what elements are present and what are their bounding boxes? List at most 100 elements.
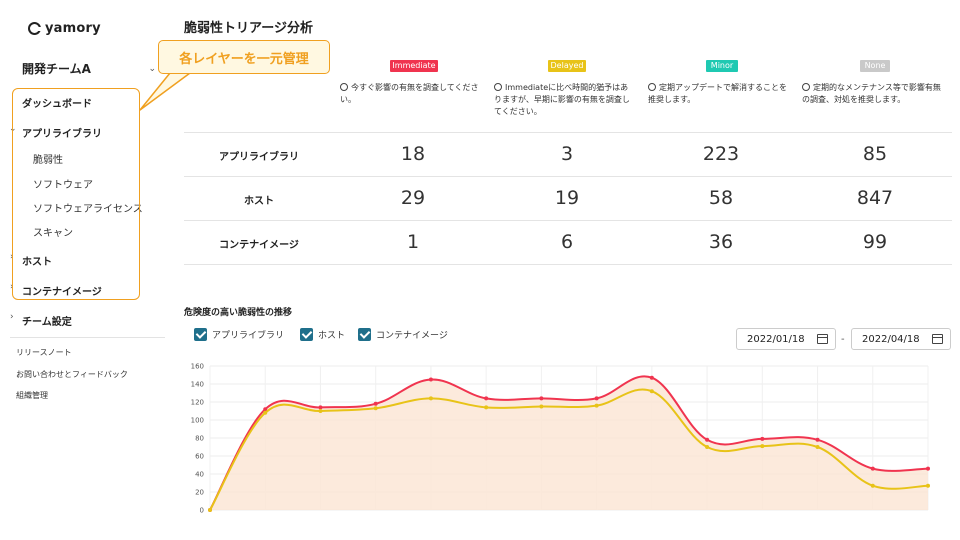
table-cell[interactable]: 223 <box>702 143 740 165</box>
table-divider <box>184 132 952 133</box>
org-management-link[interactable]: 組織管理 <box>16 391 48 400</box>
badge-delayed: Delayed <box>548 60 586 72</box>
clock-icon <box>340 83 348 91</box>
chevron-right-icon[interactable]: › <box>10 282 14 292</box>
release-notes-link[interactable]: リリースノート <box>16 348 72 357</box>
table-cell[interactable]: 85 <box>862 143 888 165</box>
y-tick-label: 20 <box>195 489 204 497</box>
trend-chart: 0 20 40 60 80 100 120 140 160 <box>191 363 930 515</box>
checkbox-icon[interactable] <box>358 328 371 341</box>
badge-minor: Minor <box>706 60 738 72</box>
data-point <box>318 409 323 413</box>
row-label-container-image: コンテナイメージ <box>219 240 299 251</box>
feedback-link[interactable]: お問い合わせとフィードバック <box>16 370 128 379</box>
y-tick-label: 140 <box>191 381 204 389</box>
data-point <box>760 444 765 449</box>
table-divider <box>184 176 952 177</box>
data-point <box>705 445 710 449</box>
y-tick-label: 100 <box>191 417 204 425</box>
y-tick-label: 160 <box>191 363 204 371</box>
row-label-app-library: アプリライブラリ <box>219 152 299 163</box>
sidebar-item-vulnerabilities[interactable]: 脆弱性 <box>33 155 63 166</box>
legend-label: コンテナイメージ <box>376 331 448 341</box>
desc-minor: 定期アップデートで解消することを推奨します。 <box>648 83 787 104</box>
y-tick-label: 40 <box>195 471 204 479</box>
desc-delayed: Immediateに比べ時間的猶予はありますが、早期に影響の有無を調査してくださ… <box>494 83 630 116</box>
data-point <box>263 407 268 412</box>
data-point <box>760 436 765 441</box>
data-point <box>594 403 599 408</box>
logo-icon <box>28 22 41 35</box>
data-point <box>539 396 544 401</box>
callout-label: 各レイヤーを一元管理 <box>158 40 330 74</box>
date-from-input[interactable]: 2022/01/18 <box>736 328 836 350</box>
badge-none: None <box>860 60 890 72</box>
legend-app-library[interactable]: アプリライブラリ <box>194 328 284 341</box>
checkbox-icon[interactable] <box>300 328 313 341</box>
sidebar-item-software[interactable]: ソフトウェア <box>33 180 93 191</box>
table-cell[interactable]: 847 <box>856 187 894 209</box>
data-point <box>484 396 489 401</box>
checkbox-icon[interactable] <box>194 328 207 341</box>
data-point <box>870 466 875 471</box>
chevron-right-icon[interactable]: › <box>10 252 14 262</box>
clock-icon <box>494 83 502 91</box>
sidebar-item-app-library[interactable]: アプリライブラリ <box>22 129 102 140</box>
badge-immediate: Immediate <box>390 60 438 72</box>
data-point <box>649 375 654 380</box>
data-point <box>815 445 820 449</box>
area-fill <box>210 376 928 510</box>
legend-label: ホスト <box>318 331 346 341</box>
data-point <box>926 483 930 488</box>
desc-none: 定期的なメンテナンス等で影響有無の調査、対処を推奨します。 <box>802 83 941 104</box>
desc-immediate: 今すぐ影響の有無を調査してください。 <box>340 83 479 104</box>
data-point <box>484 405 489 410</box>
date-separator: - <box>841 334 845 345</box>
logo[interactable]: yamory <box>28 21 101 36</box>
row-label-host: ホスト <box>244 196 274 207</box>
table-cell[interactable]: 99 <box>862 231 888 253</box>
table-divider <box>184 220 952 221</box>
y-tick-label: 60 <box>195 453 204 461</box>
table-cell[interactable]: 6 <box>560 231 574 253</box>
team-selector[interactable]: 開発チームA ⌄ <box>22 60 156 77</box>
data-point <box>649 389 654 394</box>
table-cell[interactable]: 18 <box>400 143 426 165</box>
table-cell[interactable]: 36 <box>708 231 734 253</box>
calendar-icon[interactable] <box>932 334 943 344</box>
date-to-value: 2022/04/18 <box>862 333 920 345</box>
clock-icon <box>802 83 810 91</box>
sidebar-item-scan[interactable]: スキャン <box>33 228 73 239</box>
sidebar-item-team-settings[interactable]: チーム設定 <box>22 317 72 328</box>
calendar-icon[interactable] <box>817 334 828 344</box>
table-divider <box>184 264 952 265</box>
data-point <box>428 377 433 382</box>
legend-label: アプリライブラリ <box>212 331 285 341</box>
sidebar-item-host[interactable]: ホスト <box>22 257 52 268</box>
sidebar-item-dashboard[interactable]: ダッシュボード <box>22 99 92 110</box>
data-point <box>594 396 599 401</box>
sidebar-divider <box>10 337 165 338</box>
page-title: 脆弱性トリアージ分析 <box>184 21 313 36</box>
data-point <box>318 405 323 410</box>
legend-host[interactable]: ホスト <box>300 328 345 341</box>
sidebar-item-container-image[interactable]: コンテナイメージ <box>22 287 102 298</box>
table-cell[interactable]: 3 <box>560 143 574 165</box>
chart-title: 危険度の高い脆弱性の推移 <box>184 308 293 318</box>
date-to-input[interactable]: 2022/04/18 <box>851 328 951 350</box>
date-from-value: 2022/01/18 <box>747 333 805 345</box>
legend-container-image[interactable]: コンテナイメージ <box>358 328 448 341</box>
table-cell[interactable]: 58 <box>708 187 734 209</box>
logo-text: yamory <box>45 21 101 36</box>
chevron-right-icon[interactable]: › <box>10 312 14 322</box>
sidebar-item-software-license[interactable]: ソフトウェアライセンス <box>33 204 143 215</box>
data-point <box>926 466 930 471</box>
data-point <box>870 483 875 488</box>
data-point <box>539 404 544 409</box>
chevron-down-icon: ⌄ <box>148 63 156 74</box>
table-cell[interactable]: 29 <box>400 187 426 209</box>
table-cell[interactable]: 19 <box>554 187 580 209</box>
data-point <box>263 410 268 415</box>
data-point <box>208 508 212 512</box>
table-cell[interactable]: 1 <box>406 231 420 253</box>
